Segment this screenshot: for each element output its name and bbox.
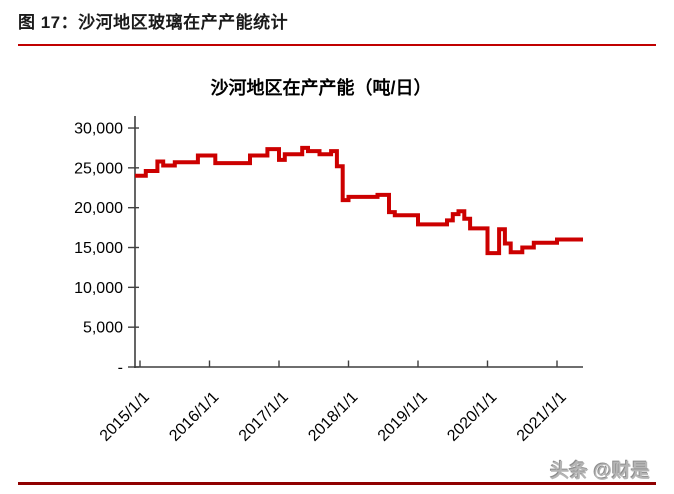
y-axis-label: 10,000 bbox=[74, 280, 123, 297]
capacity-series-line bbox=[135, 145, 583, 256]
y-axis-label: 5,000 bbox=[83, 320, 123, 337]
y-axis-label: 30,000 bbox=[74, 121, 123, 138]
x-axis-label: 2015/1/1 bbox=[97, 389, 153, 445]
x-axis-label: 2019/1/1 bbox=[375, 389, 431, 445]
x-axis-label: 2020/1/1 bbox=[444, 389, 500, 445]
x-axis-label: 2016/1/1 bbox=[166, 389, 222, 445]
top-red-rule bbox=[18, 44, 656, 46]
x-axis-label: 2018/1/1 bbox=[305, 389, 361, 445]
chart-title: 沙河地区在产产能（吨/日） bbox=[210, 78, 432, 98]
x-axis-label: 2017/1/1 bbox=[236, 389, 292, 445]
x-axis-label: 2021/1/1 bbox=[514, 389, 570, 445]
y-axis-label: 25,000 bbox=[74, 160, 123, 177]
watermark: 头条 @财是 bbox=[550, 461, 650, 482]
y-axis-label: 20,000 bbox=[74, 200, 123, 217]
y-axis-label: 15,000 bbox=[74, 240, 123, 257]
bottom-red-rule bbox=[18, 482, 656, 485]
y-axis-label: - bbox=[118, 360, 123, 377]
figure-caption: 图 17：沙河地区玻璃在产产能统计 bbox=[18, 13, 289, 32]
